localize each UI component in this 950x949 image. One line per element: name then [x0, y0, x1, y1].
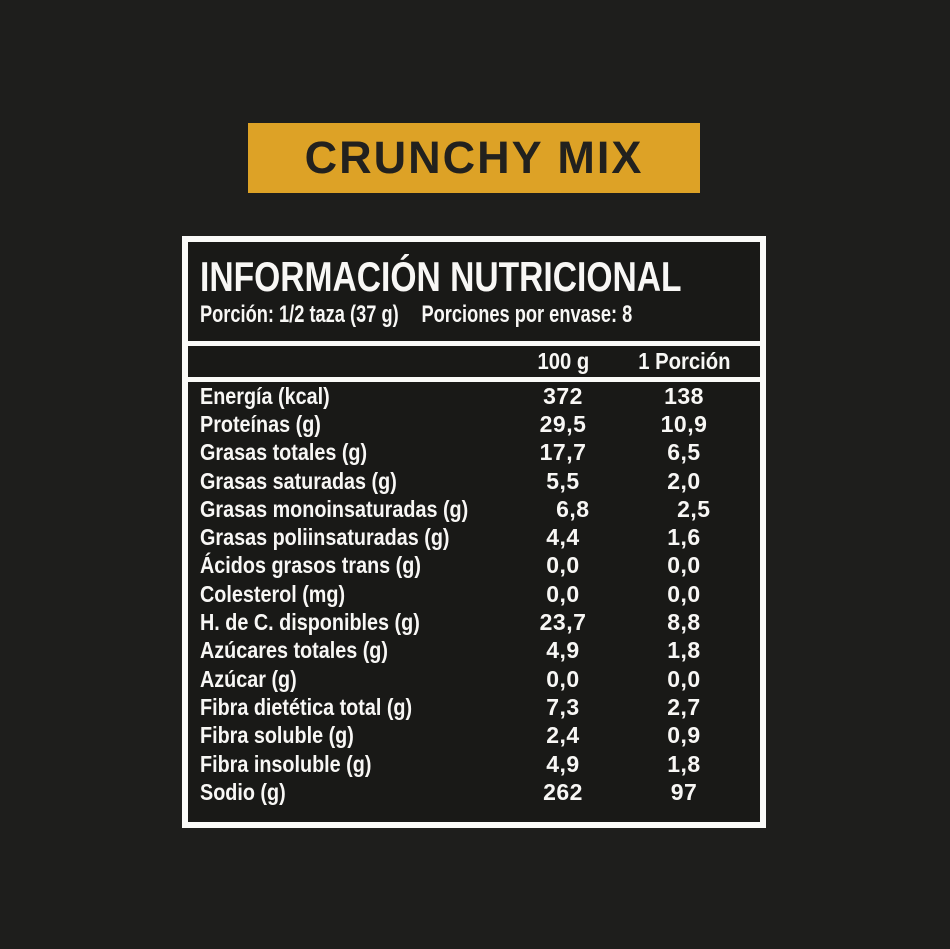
table-row: Fibra dietética total (g) 7,3 2,7	[188, 693, 760, 721]
nutrient-label: Ácidos grasos trans (g)	[200, 552, 421, 579]
column-headers: 100 g 1 Porción	[188, 346, 760, 377]
table-row: Fibra soluble (g) 2,4 0,9	[188, 722, 760, 750]
nutrient-label: Azúcares totales (g)	[200, 637, 388, 664]
value-portion: 0,0	[667, 665, 701, 692]
table-row: Colesterol (mg) 0,0 0,0	[188, 580, 760, 608]
value-portion: 1,8	[667, 750, 701, 777]
value-portion: 0,9	[667, 722, 701, 749]
value-100g: 6,8	[556, 495, 590, 522]
value-100g: 372	[543, 382, 583, 409]
table-row: Azúcares totales (g) 4,9 1,8	[188, 637, 760, 665]
nutrient-label: Grasas monoinsaturadas (g)	[200, 495, 469, 522]
value-100g: 17,7	[539, 439, 587, 466]
serving-info: Porción: 1/2 taza (37 g) Porciones por en…	[200, 302, 760, 328]
panel-title-text: INFORMACIÓN NUTRICIONAL	[200, 253, 682, 300]
nutrient-label: H. de C. disponibles (g)	[200, 609, 420, 636]
nutrition-table: Energía (kcal) 372 138 Proteínas (g) 29,…	[188, 382, 760, 806]
nutrient-label: Sodio (g)	[200, 778, 286, 805]
portion-text: Porción: 1/2 taza (37 g)	[200, 301, 399, 328]
value-portion: 138	[664, 382, 704, 409]
value-portion: 6,5	[667, 439, 701, 466]
product-banner: CRUNCHY MIX	[248, 123, 700, 193]
nutrient-label: Azúcar (g)	[200, 665, 297, 692]
servings-per-container-text: Porciones por envase: 8	[421, 301, 633, 328]
table-row: Energía (kcal) 372 138	[188, 382, 760, 410]
value-100g: 23,7	[539, 609, 587, 636]
value-portion: 97	[670, 778, 698, 805]
panel-title: INFORMACIÓN NUTRICIONAL	[200, 255, 760, 299]
value-portion: 0,0	[667, 580, 701, 607]
value-100g: 4,9	[546, 637, 580, 664]
value-100g: 29,5	[539, 410, 587, 437]
col-header-portion: 1 Porción	[637, 348, 731, 374]
value-portion: 10,9	[660, 410, 708, 437]
value-100g: 7,3	[546, 693, 580, 720]
col-header-100g: 100 g	[537, 348, 589, 374]
table-row: Grasas saturadas (g) 5,5 2,0	[188, 467, 760, 495]
value-portion: 1,8	[667, 637, 701, 664]
table-row: Azúcar (g) 0,0 0,0	[188, 665, 760, 693]
value-100g: 0,0	[546, 665, 580, 692]
value-portion: 1,6	[667, 524, 701, 551]
product-name: CRUNCHY MIX	[304, 132, 644, 183]
value-100g: 2,4	[546, 722, 580, 749]
nutrition-panel: INFORMACIÓN NUTRICIONAL Porción: 1/2 taz…	[182, 236, 766, 828]
nutrient-label: Grasas saturadas (g)	[200, 467, 397, 494]
nutrient-label: Grasas poliinsaturadas (g)	[200, 524, 450, 551]
nutrient-label: Energía (kcal)	[200, 382, 330, 409]
nutrient-label: Colesterol (mg)	[200, 580, 346, 607]
table-row: Sodio (g) 262 97	[188, 778, 760, 806]
divider-header	[188, 377, 760, 382]
value-100g: 4,9	[546, 750, 580, 777]
table-row: Grasas monoinsaturadas (g) 6,8 2,5	[188, 495, 760, 523]
table-row: Proteínas (g) 29,5 10,9	[188, 410, 760, 438]
value-100g: 262	[543, 778, 583, 805]
table-row: Ácidos grasos trans (g) 0,0 0,0	[188, 552, 760, 580]
value-portion: 2,0	[667, 467, 701, 494]
nutrient-label: Fibra soluble (g)	[200, 722, 354, 749]
value-portion: 8,8	[667, 609, 701, 636]
value-portion: 0,0	[667, 552, 701, 579]
nutrient-label: Fibra dietética total (g)	[200, 693, 413, 720]
table-row: Grasas poliinsaturadas (g) 4,4 1,6	[188, 523, 760, 551]
value-100g: 0,0	[546, 580, 580, 607]
nutrient-label: Fibra insoluble (g)	[200, 750, 372, 777]
value-portion: 2,5	[677, 495, 711, 522]
table-row: H. de C. disponibles (g) 23,7 8,8	[188, 608, 760, 636]
nutrient-label: Grasas totales (g)	[200, 439, 368, 466]
nutrient-label: Proteínas (g)	[200, 410, 321, 437]
table-row: Fibra insoluble (g) 4,9 1,8	[188, 750, 760, 778]
divider-top	[188, 341, 760, 346]
value-portion: 2,7	[667, 693, 701, 720]
value-100g: 0,0	[546, 552, 580, 579]
value-100g: 5,5	[546, 467, 580, 494]
table-row: Grasas totales (g) 17,7 6,5	[188, 439, 760, 467]
value-100g: 4,4	[546, 524, 580, 551]
